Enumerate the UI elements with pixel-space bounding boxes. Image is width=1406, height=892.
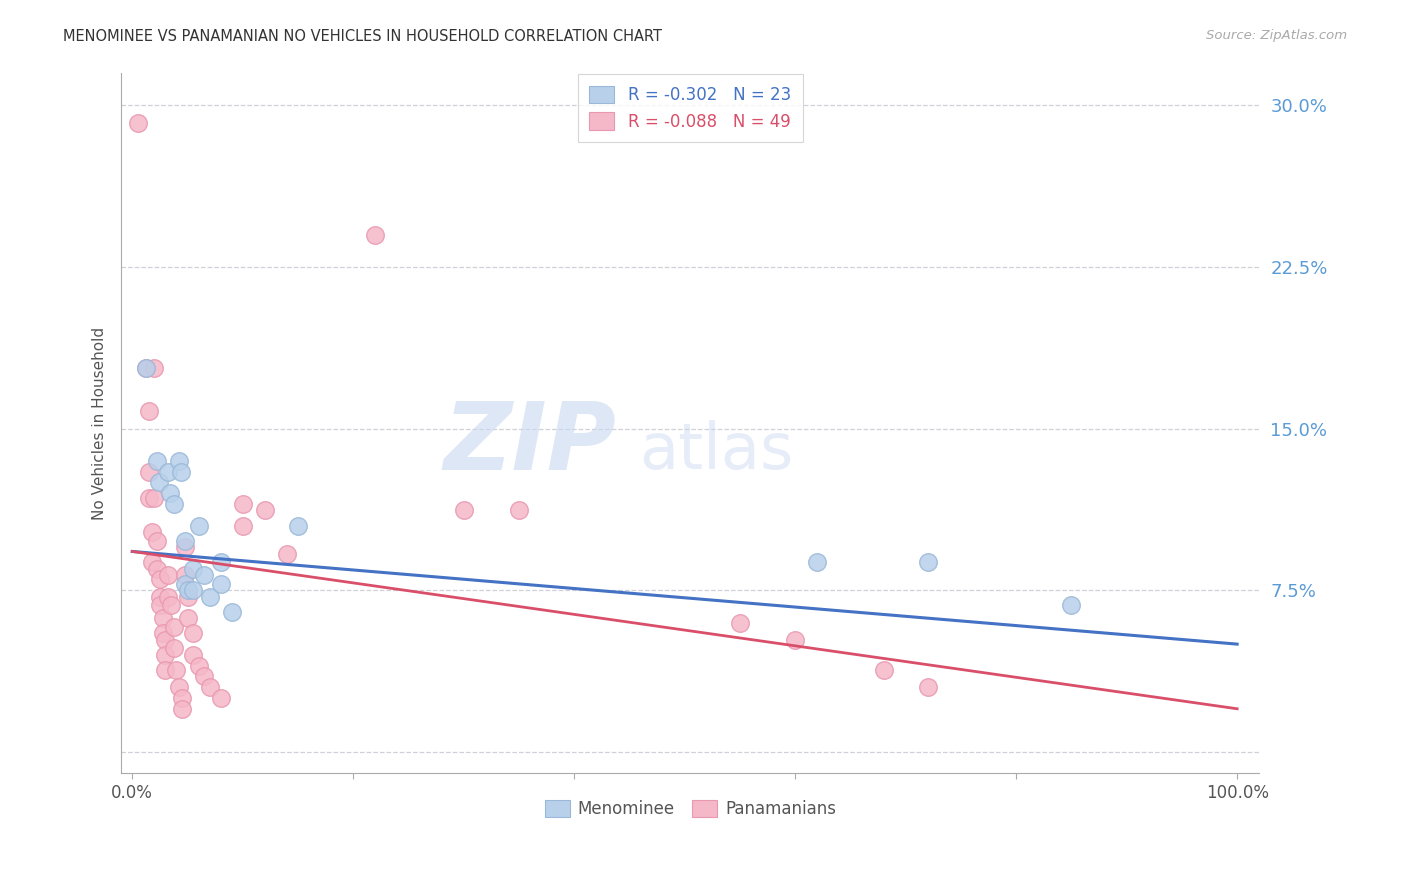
Point — [785, 632, 807, 647]
Point — [276, 547, 298, 561]
Point — [156, 465, 179, 479]
Point — [917, 680, 939, 694]
Point — [156, 590, 179, 604]
Point — [145, 533, 167, 548]
Point — [141, 524, 163, 539]
Point — [181, 626, 204, 640]
Point — [174, 533, 197, 548]
Point — [209, 691, 232, 706]
Point — [287, 518, 309, 533]
Point — [176, 583, 198, 598]
Point — [143, 491, 166, 505]
Point — [176, 590, 198, 604]
Point — [138, 404, 160, 418]
Point — [167, 680, 190, 694]
Point — [167, 454, 190, 468]
Point — [508, 503, 530, 517]
Point — [155, 663, 177, 677]
Point — [138, 465, 160, 479]
Point — [159, 486, 181, 500]
Point — [181, 648, 204, 662]
Point — [143, 361, 166, 376]
Point — [149, 573, 172, 587]
Point — [155, 648, 177, 662]
Point — [198, 590, 221, 604]
Point — [209, 555, 232, 569]
Text: Source: ZipAtlas.com: Source: ZipAtlas.com — [1206, 29, 1347, 42]
Point — [163, 497, 186, 511]
Point — [232, 518, 254, 533]
Point — [155, 632, 177, 647]
Point — [141, 555, 163, 569]
Point — [127, 115, 149, 129]
Point — [145, 562, 167, 576]
Point — [917, 555, 939, 569]
Point — [160, 599, 183, 613]
Point — [170, 465, 193, 479]
Y-axis label: No Vehicles in Household: No Vehicles in Household — [93, 326, 107, 520]
Point — [253, 503, 276, 517]
Point — [232, 497, 254, 511]
Legend: Menominee, Panamanians: Menominee, Panamanians — [538, 793, 842, 824]
Point — [149, 599, 172, 613]
Point — [145, 454, 167, 468]
Point — [193, 669, 215, 683]
Point — [181, 562, 204, 576]
Point — [187, 518, 209, 533]
Point — [166, 663, 188, 677]
Point — [156, 568, 179, 582]
Point — [209, 576, 232, 591]
Point — [163, 641, 186, 656]
Text: MENOMINEE VS PANAMANIAN NO VEHICLES IN HOUSEHOLD CORRELATION CHART: MENOMINEE VS PANAMANIAN NO VEHICLES IN H… — [63, 29, 662, 44]
Point — [728, 615, 751, 630]
Point — [453, 503, 475, 517]
Text: ZIP: ZIP — [443, 398, 616, 491]
Point — [163, 620, 186, 634]
Point — [1060, 599, 1083, 613]
Point — [806, 555, 828, 569]
Point — [170, 702, 193, 716]
Point — [148, 475, 170, 490]
Point — [193, 568, 215, 582]
Point — [364, 227, 387, 242]
Point — [174, 540, 197, 554]
Point — [181, 583, 204, 598]
Point — [176, 611, 198, 625]
Point — [149, 590, 172, 604]
Point — [170, 691, 193, 706]
Point — [152, 626, 174, 640]
Point — [174, 568, 197, 582]
Point — [198, 680, 221, 694]
Point — [187, 658, 209, 673]
Point — [872, 663, 894, 677]
Point — [152, 611, 174, 625]
Point — [135, 361, 157, 376]
Text: atlas: atlas — [638, 420, 793, 483]
Point — [221, 605, 243, 619]
Point — [174, 576, 197, 591]
Point — [138, 491, 160, 505]
Point — [135, 361, 157, 376]
